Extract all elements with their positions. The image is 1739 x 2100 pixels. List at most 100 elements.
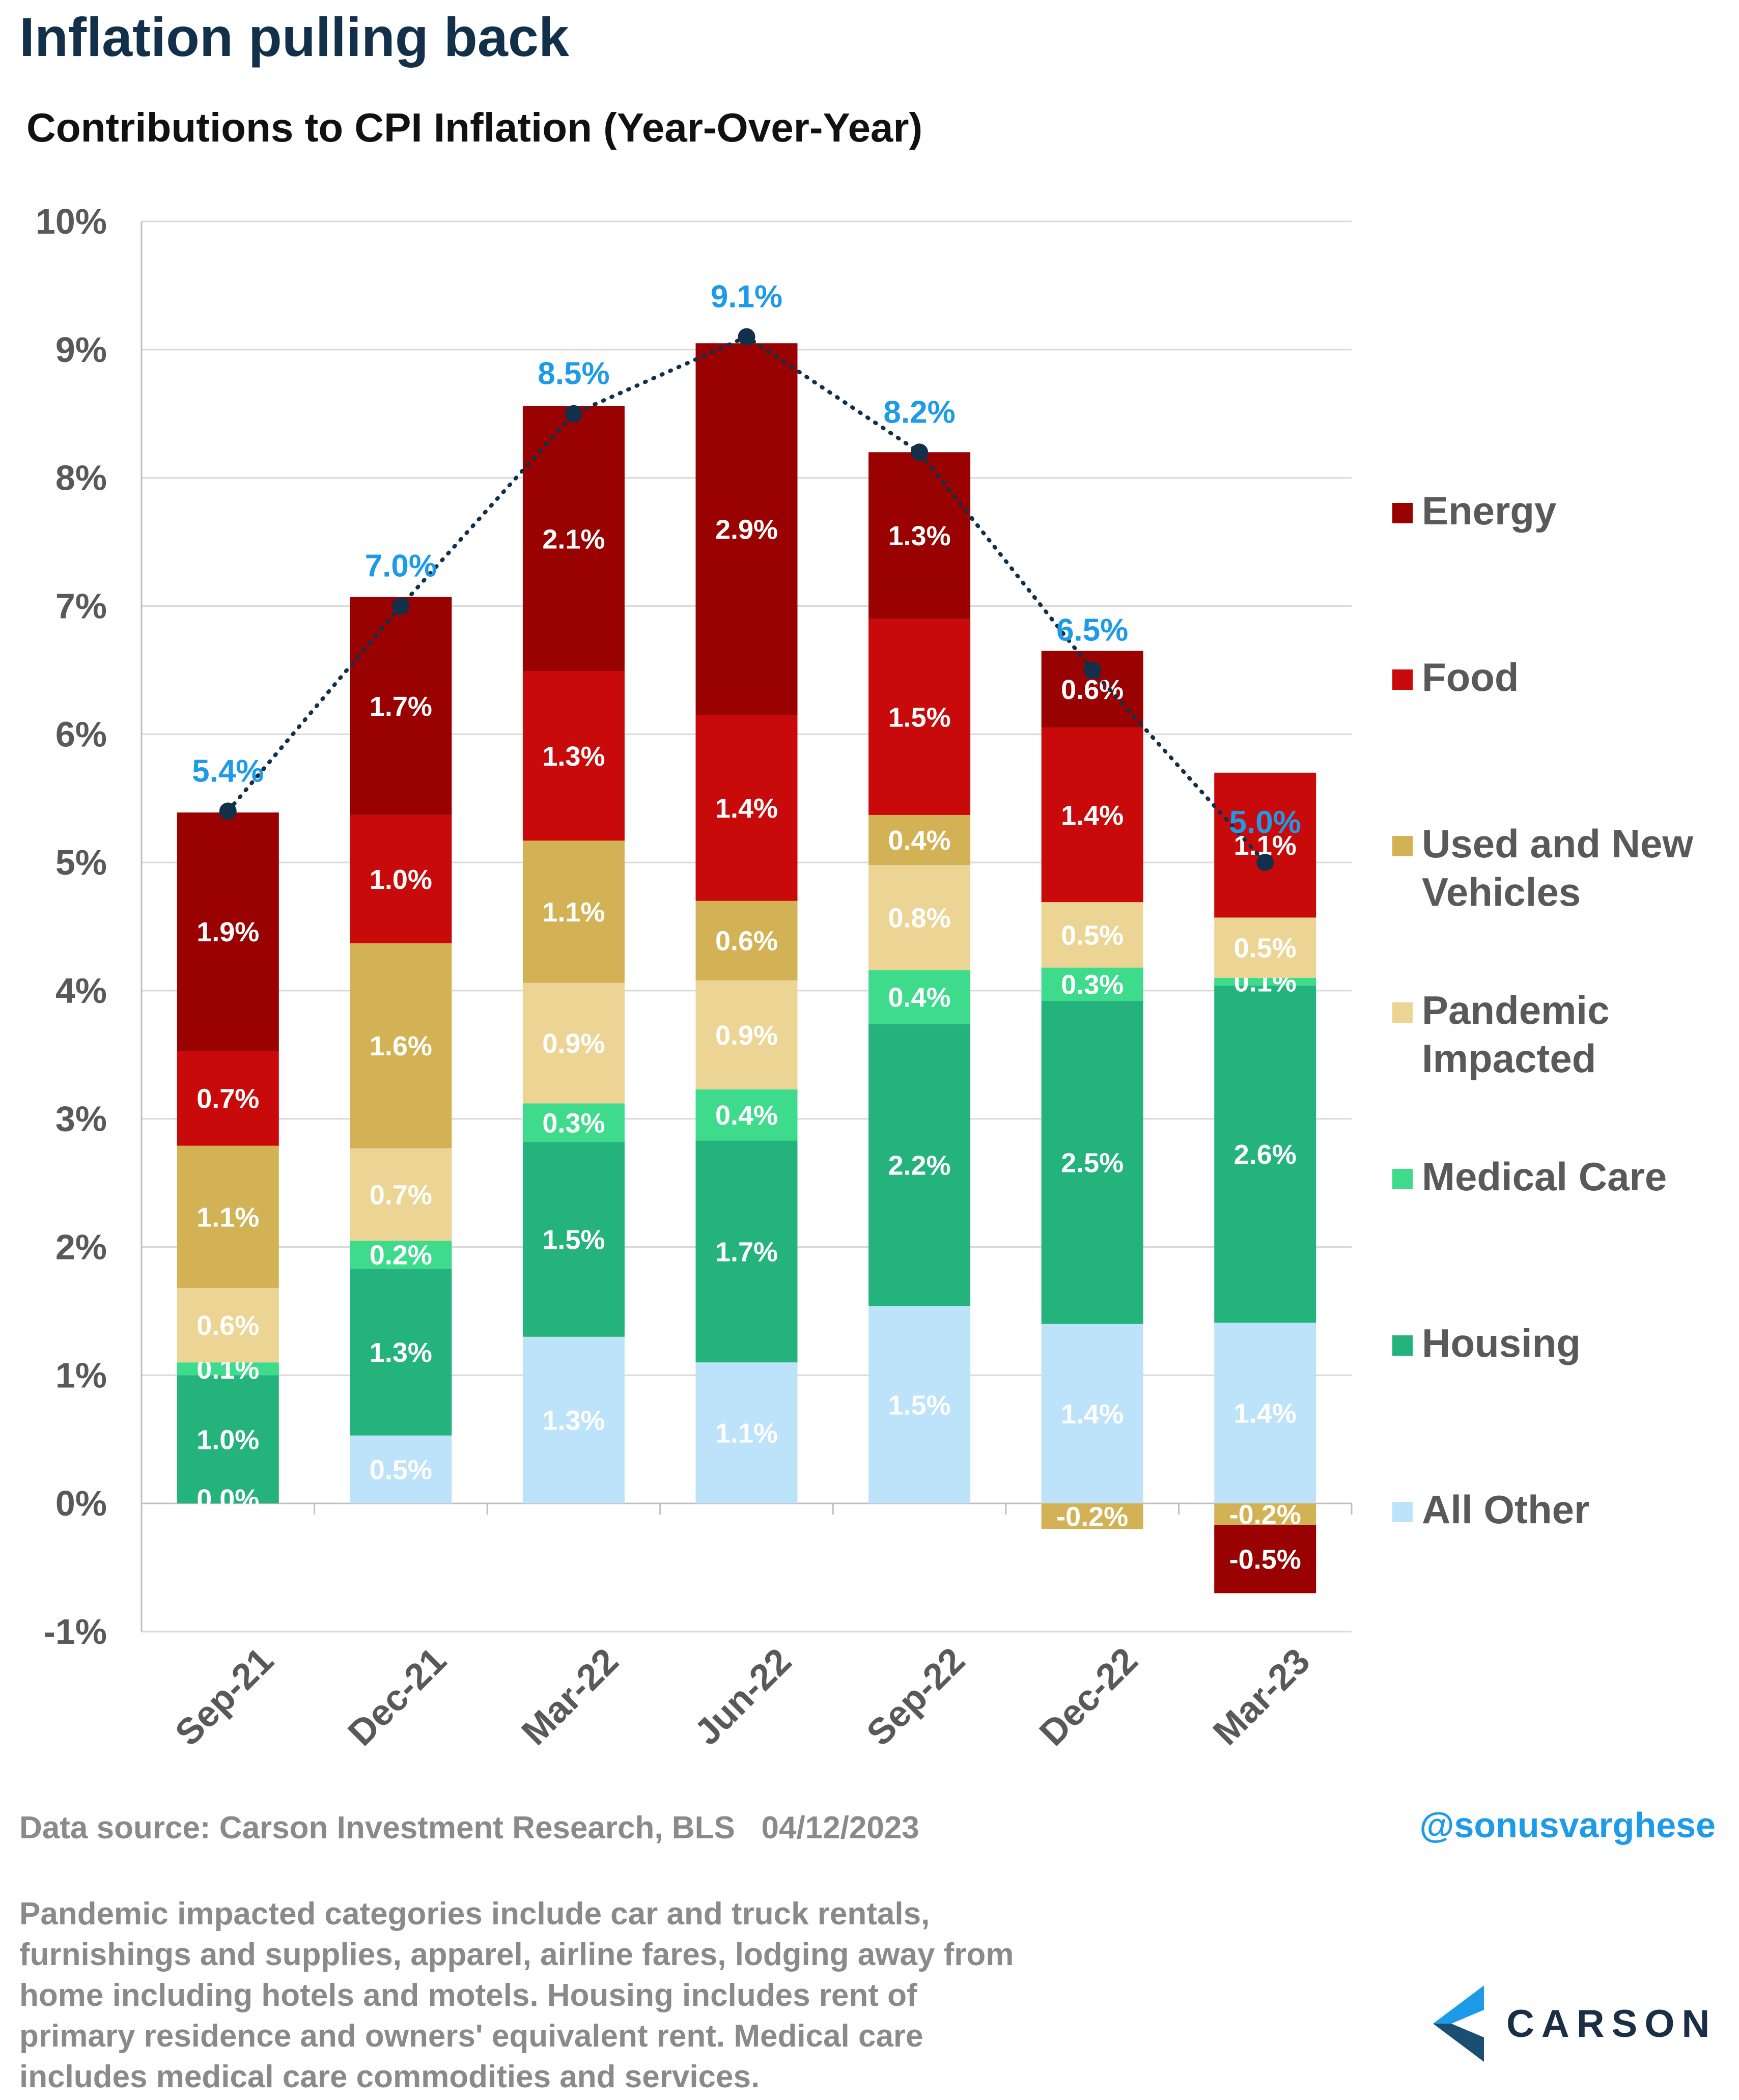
legend-label: All Other [1422,1487,1589,1532]
legend-label: Pandemic Impacted [1422,988,1609,1081]
total-point [565,405,582,423]
bar-segment [350,1240,452,1269]
bar-segment [522,1142,625,1337]
bar-segment [177,812,279,1051]
bar-segment [177,1362,279,1376]
data-label: 1.0% [197,1424,259,1455]
bar-segment [1041,1324,1143,1504]
data-label: 0.7% [370,1180,432,1210]
category-definitions-note: Pandemic impacted categories include car… [19,1896,1014,2094]
bar-segment [1041,967,1143,1001]
bar-segment [522,1103,625,1142]
bar-segment [868,815,971,865]
data-label: 1.7% [370,691,432,722]
data-label: -0.2% [1056,1501,1128,1532]
bar-segment [350,943,452,1149]
data-label: 0.5% [1061,920,1124,950]
y-tick-label: 4% [55,971,107,1011]
bar-segment [868,865,971,970]
data-label: 1.0% [370,864,432,895]
data-label: 0.3% [542,1108,605,1138]
bar-segment [1041,902,1143,968]
data-label: 0.6% [197,1310,259,1341]
y-tick-label: -1% [44,1612,107,1651]
bar-segment [522,983,625,1104]
legend-label: Medical Care [1422,1154,1667,1199]
bar-segment [1214,1525,1316,1593]
data-source-note: Data source: Carson Investment Research,… [19,1810,919,1845]
bar-segment [522,1336,625,1504]
total-point [1256,854,1274,872]
data-label: 1.5% [888,1390,951,1420]
total-label: 8.2% [883,395,955,430]
bar-segment [868,619,971,815]
bar-segment [695,715,798,901]
data-label: 0.7% [197,1083,259,1114]
legend-swatch [1392,503,1413,523]
legend-swatch [1392,669,1413,690]
bar-segment [695,1089,798,1141]
data-label: 1.7% [715,1237,778,1267]
bar-segment [868,452,971,619]
data-label: 1.3% [542,1406,605,1436]
bar-segment [350,1435,452,1504]
total-label: 8.5% [538,356,609,391]
total-label: 9.1% [711,279,782,315]
y-tick-label: 10% [36,202,107,241]
legend-swatch [1392,1335,1413,1356]
x-tick-label: Mar-22 [514,1641,627,1753]
bar-segment [177,1145,279,1289]
bar-segment [1041,1503,1143,1529]
bar-segment [522,841,625,983]
data-label: 0.4% [888,983,951,1013]
bar-segment [695,901,798,981]
data-label: -0.5% [1229,1545,1301,1575]
twitter-handle[interactable]: @sonusvarghese [1419,1805,1716,1845]
total-point [911,443,929,461]
data-label: 1.6% [370,1031,432,1061]
total-point [1083,661,1101,679]
carson-logo: CARSON [1433,1985,1717,2062]
data-label: 1.1% [542,897,605,928]
total-label: 7.0% [365,548,437,583]
data-label: 0.4% [715,1100,778,1131]
bar-segment [868,1306,971,1504]
legend-label: Used and New Vehicles [1422,821,1693,914]
x-tick-label: Dec-21 [341,1640,455,1754]
data-label: 0.2% [370,1240,432,1271]
data-label: 1.5% [542,1224,605,1255]
total-point [219,802,237,820]
bar-segment [695,980,798,1089]
chart-title: Inflation pulling back [19,6,569,68]
bar-segment [1214,1323,1316,1504]
legend-label: Energy [1422,488,1556,533]
total-label: 5.0% [1229,805,1301,840]
total-label: 5.4% [192,753,264,789]
y-tick-label: 6% [55,714,107,754]
y-tick-label: 1% [55,1355,107,1395]
data-label: 0.9% [715,1020,778,1051]
total-point [738,328,755,346]
carson-wordmark: CARSON [1506,2002,1717,2046]
data-label: 0.4% [888,825,951,856]
data-label: 1.3% [888,521,951,551]
total-point [392,597,410,615]
data-label: 1.5% [888,702,951,733]
y-tick-label: 3% [55,1099,107,1139]
bar-segment [1214,977,1316,986]
data-label: 1.1% [197,1202,259,1233]
legend-swatch [1392,1002,1413,1023]
data-label: 0.0% [197,1484,259,1515]
bar-segment [350,1148,452,1241]
y-tick-label: 7% [55,586,107,626]
data-label: 1.4% [1234,1398,1297,1429]
data-label: 0.6% [715,926,778,957]
x-tick-label: Sep-22 [859,1640,973,1754]
carson-chevron-icon [1433,1985,1484,2062]
x-tick-label: Dec-22 [1032,1640,1146,1754]
bar-segment [868,1024,971,1306]
bar-segment [695,343,798,715]
data-label: 1.3% [542,741,605,772]
x-tick-label: Jun-22 [687,1641,799,1753]
data-label: 2.5% [1061,1147,1124,1178]
